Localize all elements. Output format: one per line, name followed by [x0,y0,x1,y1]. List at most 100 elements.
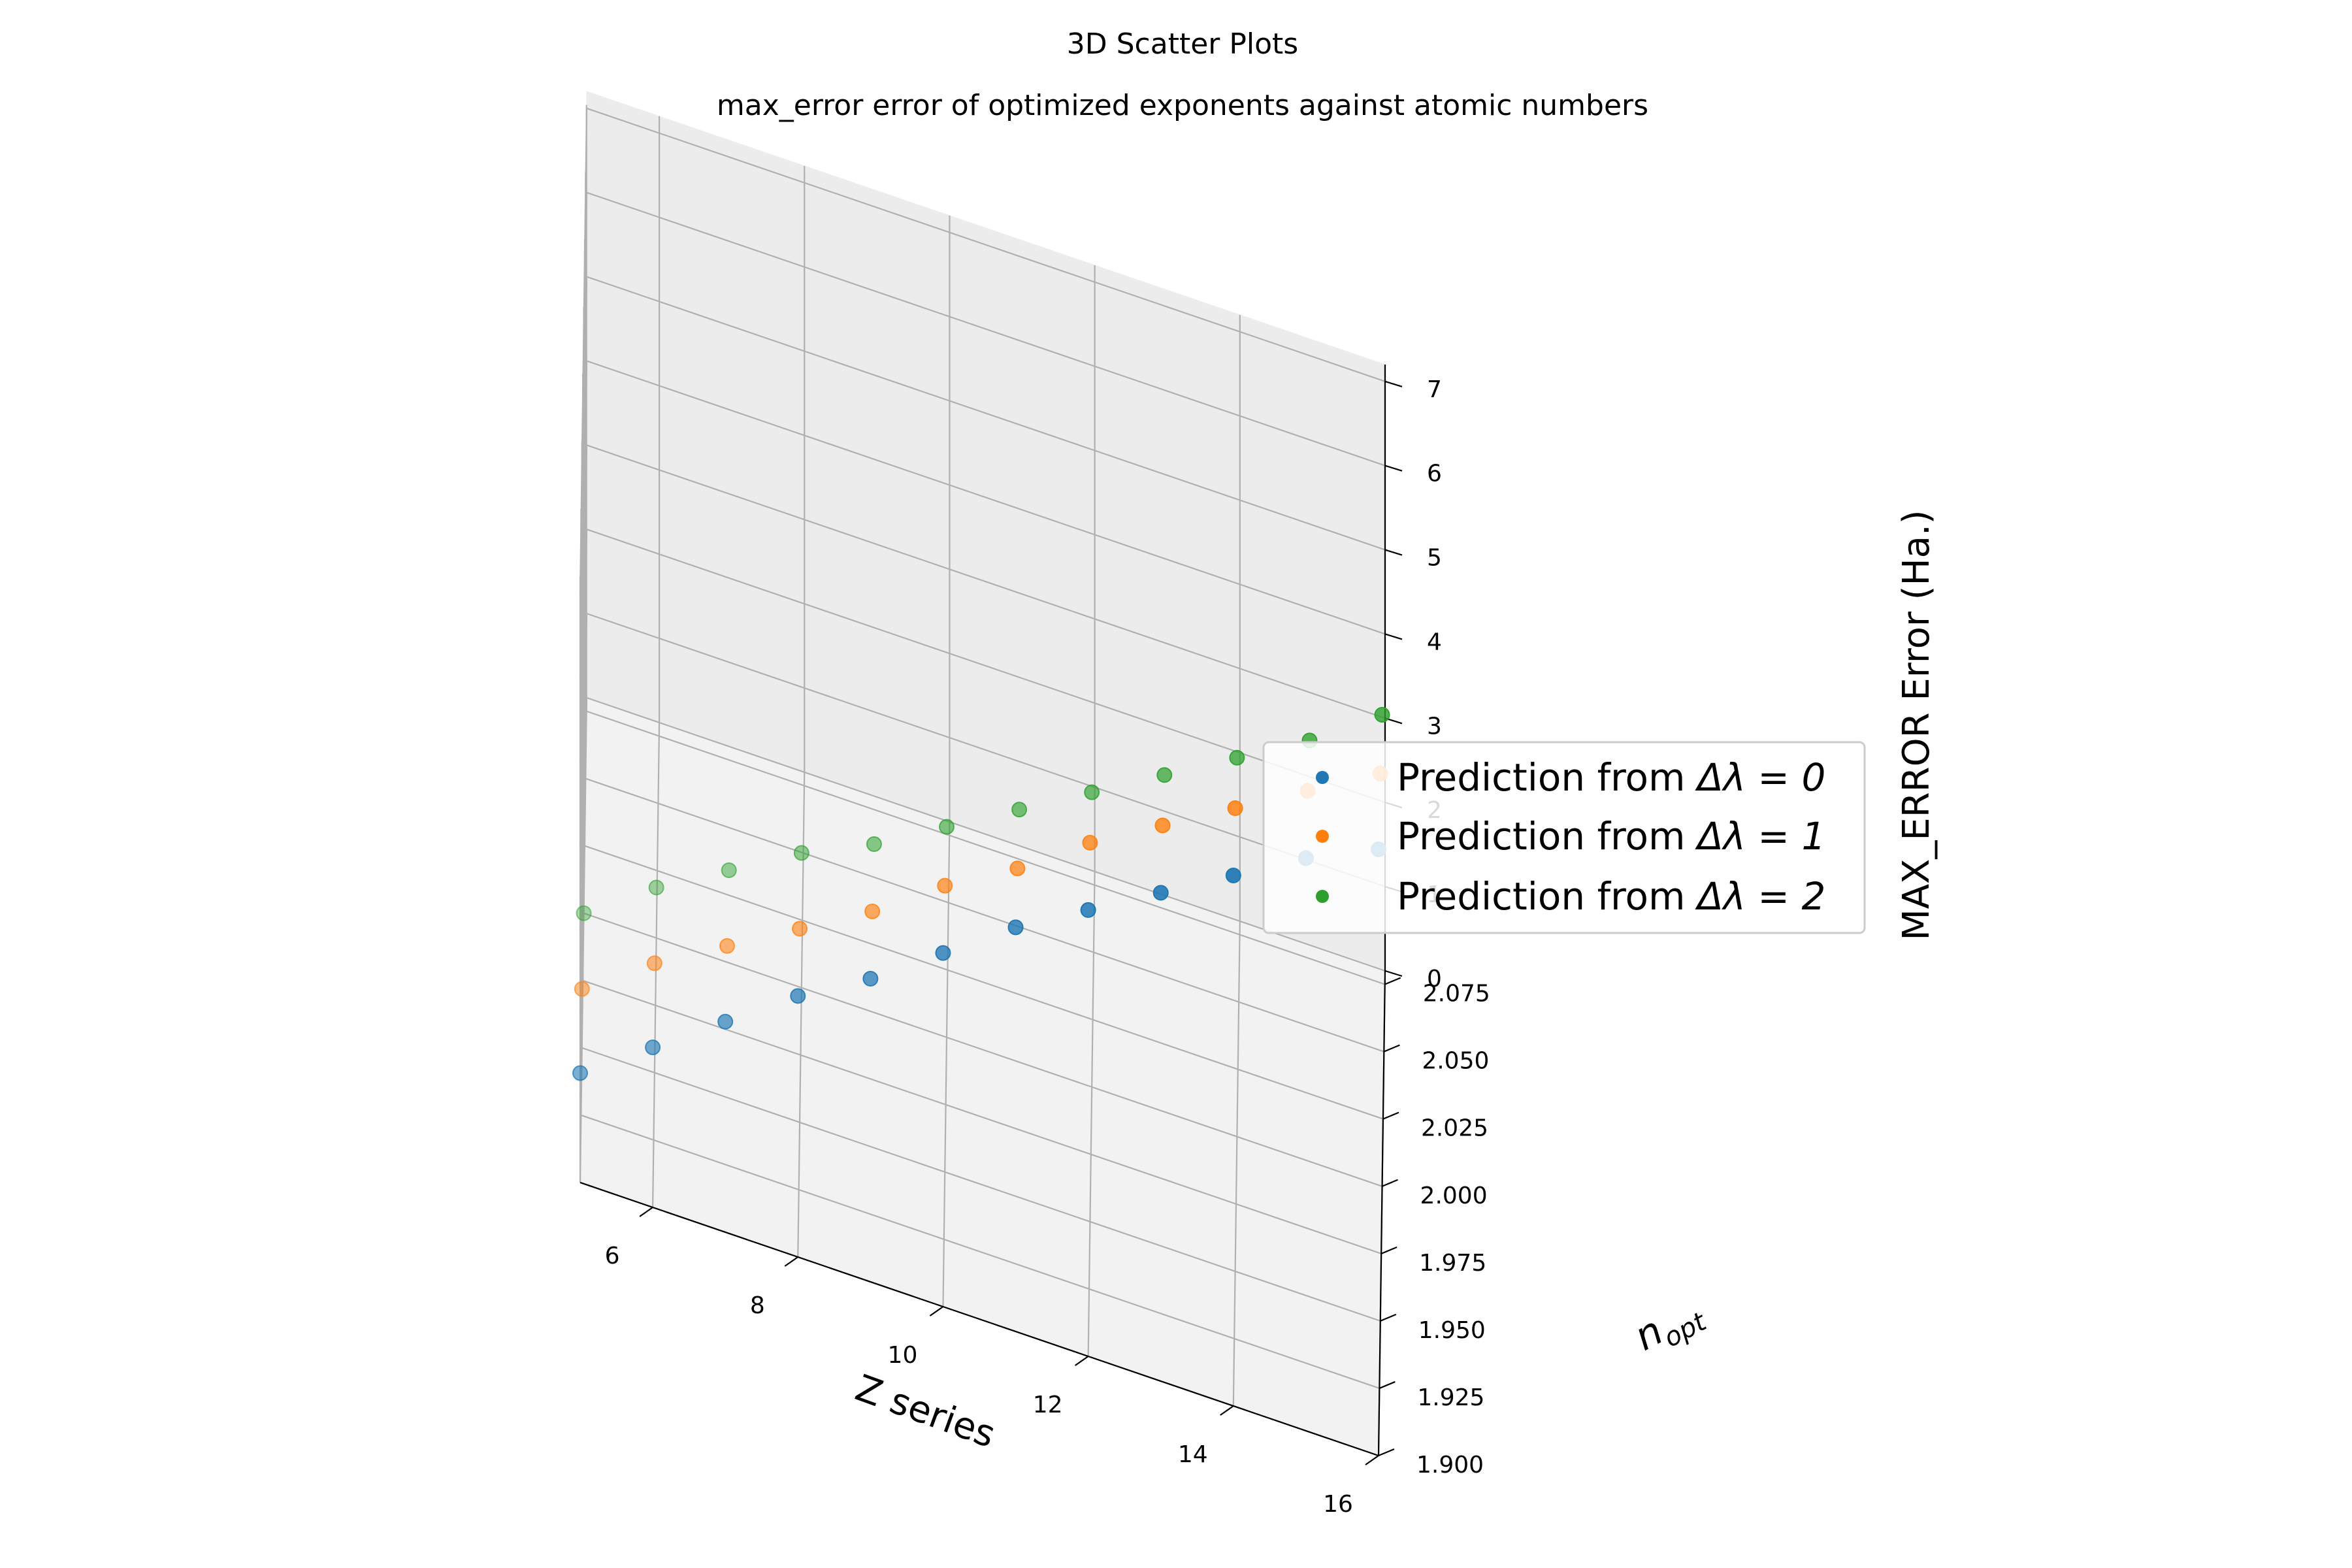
point-s1-7 [1082,834,1098,851]
axes-ticks: 6 8 10 12 14 16 1.900 1.925 1.950 1.975 2.000 2.025… [605,376,1490,1518]
point-s2-1 [648,879,664,896]
z-tick-4 [1384,633,1403,640]
x-tick-3 [1075,1356,1089,1366]
figure-suptitle: 3D Scatter Plots [1067,27,1298,61]
point-s1-0 [574,981,590,997]
legend-entry-2-prefix: Prediction from [1397,874,1697,919]
point-s1-6 [1009,860,1026,877]
y-tick-5 [1382,1111,1399,1120]
x-tick-0 [639,1207,653,1217]
z-axis-label: MAX_ERROR Error (Ha.) [1895,510,1938,940]
grid-floor-y-5 [584,845,1384,1120]
point-s1-3 [792,921,808,937]
point-s0-1 [645,1039,661,1056]
grid-floor-y-3 [582,979,1382,1254]
grid-back-z-4 [586,360,1386,635]
point-s0-9 [1225,868,1241,883]
legend: Prediction from Δλ = 0 Prediction from Δ… [1262,741,1866,934]
point-s2-8 [1156,767,1173,783]
point-s2-3 [793,845,809,861]
y-tick-4 [1382,1179,1398,1187]
grid-back-z-7 [586,107,1386,382]
point-s0-0 [572,1065,588,1081]
y-tick-6 [1383,1044,1400,1053]
point-s2-11 [1374,707,1390,723]
grid-back-z-1 [586,613,1386,888]
z-tick-7 [1384,380,1403,387]
y-tick-label-6: 2.050 [1422,1048,1489,1075]
point-s2-0 [576,905,592,921]
point-s1-8 [1154,817,1171,834]
x-tick-1 [784,1256,798,1267]
point-s2-2 [721,862,737,878]
point-s0-6 [1007,919,1024,936]
grid-left-z-4 [579,361,588,846]
point-s2-6 [1011,802,1028,818]
y-tick-label-0: 1.900 [1416,1452,1484,1478]
grid-back-z-5 [586,276,1386,551]
z-tick-label-3: 3 [1427,713,1442,740]
y-tick-3 [1380,1246,1397,1254]
grid-floor-y-2 [581,1047,1381,1322]
grid-back-z-0 [586,696,1386,972]
grid-floor-y-7 [586,710,1386,985]
y-tick-label-5: 2.025 [1421,1115,1488,1142]
point-s0-8 [1152,885,1169,901]
grid-left-z-0 [579,697,588,1183]
z-tick-label-6: 6 [1427,461,1442,487]
point-s0-5 [935,945,951,961]
y-tick-2 [1380,1313,1397,1322]
point-s1-5 [937,877,953,894]
point-s1-2 [719,938,735,954]
grid-left-z-2 [579,529,588,1015]
legend-frame [1262,741,1866,934]
legend-marker-0 [1316,771,1329,784]
grid-floor-y-1 [581,1114,1380,1389]
x-tick-label-4: 14 [1178,1441,1208,1468]
z-tick-6 [1384,465,1403,472]
point-s0-7 [1080,902,1096,918]
point-s2-7 [1084,784,1100,800]
grid-floor-y-6 [585,777,1384,1053]
x-tick-label-0: 6 [605,1243,620,1269]
legend-marker-1 [1316,830,1329,843]
point-s0-4 [862,971,879,987]
grid-left-z-3 [579,445,588,930]
z-tick-0 [1384,970,1403,977]
y-tick-0 [1378,1448,1395,1457]
point-s2-5 [939,819,955,835]
y-tick-label-7: 2.075 [1423,981,1490,1007]
legend-marker-2 [1316,890,1329,903]
legend-entry-0: Prediction from Δλ = 0 [1397,755,1825,800]
y-tick-label-1: 1.925 [1417,1384,1484,1411]
y-tick-1 [1379,1380,1396,1389]
grid-back-z-2 [586,529,1386,804]
point-s2-4 [866,836,882,852]
x-tick-label-5: 16 [1323,1491,1353,1518]
legend-entry-2-math: Δλ = 2 [1695,874,1825,919]
legend-entry-1-math: Δλ = 1 [1695,814,1825,858]
legend-entry-0-math: Δλ = 0 [1695,755,1825,800]
y-tick-label-3: 1.975 [1419,1250,1486,1277]
grid-left-z-7 [579,108,588,593]
point-s1-1 [646,955,662,972]
z-tick-label-0: 0 [1427,966,1442,992]
grid-left-z-6 [579,192,588,678]
x-tick-2 [929,1306,944,1316]
legend-entry-1: Prediction from Δλ = 1 [1397,814,1825,858]
point-s0-2 [717,1013,734,1030]
x-tick-label-1: 8 [750,1292,765,1319]
grid-back-z-3 [586,444,1386,719]
legend-entry-2: Prediction from Δλ = 2 [1397,874,1825,919]
x-tick-4 [1220,1405,1234,1416]
x-axis-line [580,1181,1379,1457]
point-s0-3 [790,988,806,1004]
y-tick-7 [1384,977,1401,985]
z-tick-label-4: 4 [1427,629,1442,655]
grid-left-z-5 [579,276,588,762]
grid-floor-y-4 [583,912,1382,1187]
chart-title: max_error error of optimized exponents a… [717,89,1648,122]
grid-back-z-6 [586,191,1386,466]
z-tick-label-5: 5 [1427,545,1442,572]
